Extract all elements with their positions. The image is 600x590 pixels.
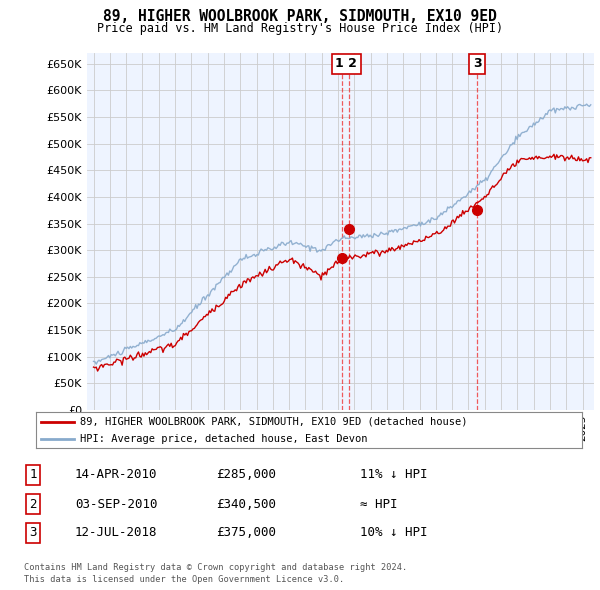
Text: Price paid vs. HM Land Registry's House Price Index (HPI): Price paid vs. HM Land Registry's House …	[97, 22, 503, 35]
Text: ≈ HPI: ≈ HPI	[360, 498, 398, 511]
Text: 12-JUL-2018: 12-JUL-2018	[75, 526, 157, 539]
Text: 14-APR-2010: 14-APR-2010	[75, 468, 157, 481]
Text: £375,000: £375,000	[216, 526, 276, 539]
Text: 10% ↓ HPI: 10% ↓ HPI	[360, 526, 427, 539]
Text: Contains HM Land Registry data © Crown copyright and database right 2024.: Contains HM Land Registry data © Crown c…	[24, 563, 407, 572]
Text: 3: 3	[473, 57, 481, 70]
Text: 2: 2	[29, 498, 37, 511]
Text: 03-SEP-2010: 03-SEP-2010	[75, 498, 157, 511]
Text: £340,500: £340,500	[216, 498, 276, 511]
Text: 11% ↓ HPI: 11% ↓ HPI	[360, 468, 427, 481]
Text: 89, HIGHER WOOLBROOK PARK, SIDMOUTH, EX10 9ED (detached house): 89, HIGHER WOOLBROOK PARK, SIDMOUTH, EX1…	[80, 417, 467, 427]
Text: 1 2: 1 2	[335, 57, 357, 70]
Text: 1: 1	[29, 468, 37, 481]
Text: 3: 3	[29, 526, 37, 539]
Text: 89, HIGHER WOOLBROOK PARK, SIDMOUTH, EX10 9ED: 89, HIGHER WOOLBROOK PARK, SIDMOUTH, EX1…	[103, 9, 497, 24]
Text: £285,000: £285,000	[216, 468, 276, 481]
Text: HPI: Average price, detached house, East Devon: HPI: Average price, detached house, East…	[80, 434, 367, 444]
Text: This data is licensed under the Open Government Licence v3.0.: This data is licensed under the Open Gov…	[24, 575, 344, 584]
